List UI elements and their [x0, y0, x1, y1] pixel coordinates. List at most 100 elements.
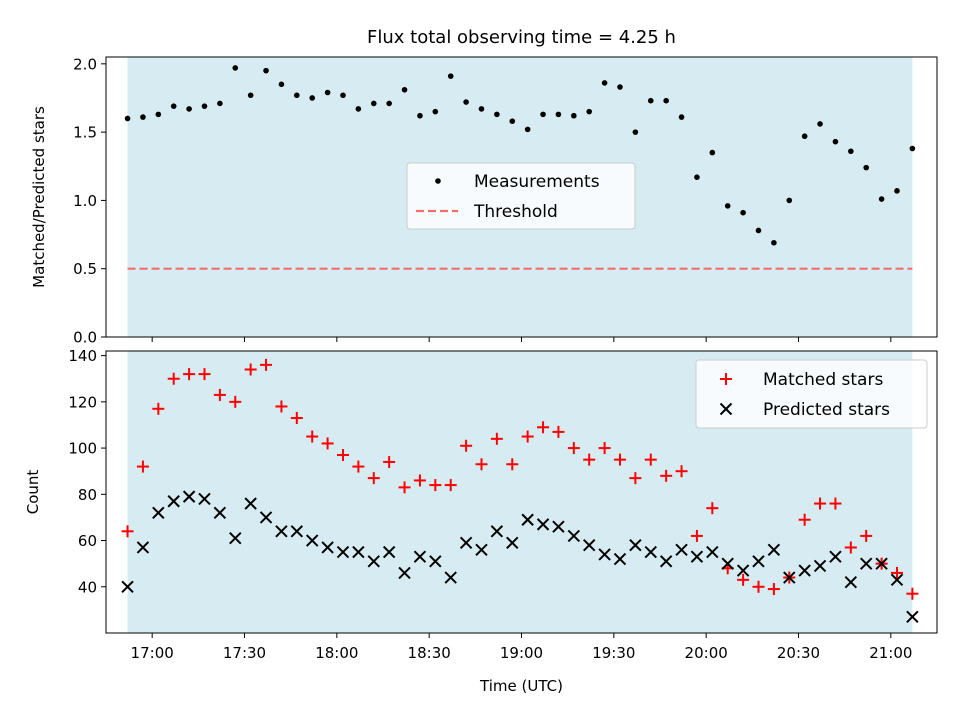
predicted-star-point	[506, 536, 519, 550]
predicted-star-point	[459, 536, 473, 550]
predicted-star-point	[229, 532, 242, 545]
measurement-point	[586, 108, 593, 115]
bottom-y-tick-label: 40	[78, 578, 97, 596]
matched-star-point	[321, 437, 334, 450]
measurement-point	[647, 97, 654, 104]
measurement-point	[340, 92, 346, 99]
predicted-star-point-b	[567, 529, 581, 543]
measurement-point	[417, 112, 423, 119]
measurement-point	[909, 145, 916, 152]
x-tick-label: 19:30	[592, 644, 635, 662]
predicted-star-point	[906, 610, 919, 624]
matched-star-point	[552, 425, 565, 438]
measurement-point	[309, 95, 316, 101]
ratio-panel: 0.0 0.5 1.0 1.5 2.0 Flux total observing tim…	[30, 27, 938, 347]
legend-matched-swatch	[720, 373, 732, 385]
predicted-star-point-b	[398, 566, 411, 580]
x-tick-label: 21:00	[869, 644, 912, 662]
matched-star-point	[629, 472, 642, 485]
matched-star-point	[660, 469, 673, 482]
matched-star-point	[567, 442, 580, 455]
matched-star-point	[260, 358, 273, 371]
top-x-ticks	[151, 337, 892, 342]
predicted-star-point-b	[306, 534, 319, 547]
measurement-point	[571, 112, 577, 119]
measurement-point	[432, 108, 439, 115]
predicted-star-point	[752, 555, 765, 568]
bottom-y-tick-label: 80	[78, 486, 97, 504]
top-y-tick-label: 1.0	[73, 192, 97, 210]
measurement-point	[832, 138, 839, 145]
predicted-star-point-b	[429, 555, 442, 568]
x-tick-label: 17:30	[223, 644, 266, 662]
matched-star-point	[890, 566, 903, 579]
measurement-point	[555, 111, 562, 118]
chart-title: Flux total observing time = 4.25 h	[367, 27, 676, 48]
measurement-point	[878, 196, 885, 202]
matched-star-point	[644, 453, 657, 466]
predicted-star-point	[552, 520, 565, 533]
x-tick-label: 19:00	[500, 644, 543, 662]
matched-star-point	[814, 497, 827, 510]
bottom-y-tick-label: 60	[78, 532, 97, 550]
legend-matched-label: Matched stars	[763, 370, 883, 390]
predicted-star-point	[444, 571, 457, 584]
top-y-tick-label: 0.0	[73, 329, 97, 347]
predicted-star-point-b	[152, 506, 165, 520]
predicted-star-point-b	[659, 555, 673, 568]
predicted-star-point	[121, 580, 134, 593]
predicted-star-point-b	[813, 559, 827, 573]
measurement-point	[848, 148, 854, 155]
predicted-star-point	[352, 545, 365, 559]
predicted-star-point-b	[536, 518, 550, 531]
x-tick-label: 20:30	[777, 644, 820, 662]
measurement-point	[617, 84, 623, 90]
top-y-tick-label: 1.5	[73, 124, 97, 142]
measurement-point	[170, 103, 177, 109]
bottom-legend-box	[695, 359, 928, 429]
predicted-star-point-b	[475, 543, 488, 556]
predicted-star-point-b	[721, 557, 734, 570]
matched-star-point	[306, 430, 319, 443]
matched-star-point	[475, 458, 488, 471]
bottom-y-tick-label: 120	[68, 393, 97, 411]
measurement-point	[678, 114, 685, 120]
measurement-point	[278, 81, 285, 88]
predicted-star-point-b	[598, 548, 611, 561]
matched-star-point	[613, 453, 626, 466]
predicted-star-point-b	[829, 550, 842, 563]
matched-star-point	[275, 400, 288, 413]
measurement-point	[509, 118, 516, 124]
predicted-star-point	[875, 557, 888, 570]
matched-star-point	[367, 472, 380, 485]
measurement-point	[447, 73, 454, 79]
matched-star-point	[352, 460, 365, 473]
predicted-star-point	[198, 492, 211, 506]
bottom-y-axis-label: Count	[24, 470, 42, 515]
bottom-legend: Matched stars Predicted stars	[695, 359, 928, 429]
matched-star-point	[767, 583, 780, 596]
predicted-star-point	[259, 511, 273, 524]
matched-star-point	[521, 430, 534, 443]
predicted-star-point-b	[229, 532, 242, 545]
x-tick-label: 20:00	[685, 644, 728, 662]
predicted-star-point-b	[890, 573, 904, 587]
predicted-star-point	[598, 548, 611, 561]
measurement-point	[540, 111, 546, 118]
predicted-star-point	[844, 575, 858, 589]
predicted-star-point-b	[875, 557, 888, 570]
predicted-star-point-b	[860, 557, 873, 570]
predicted-star-point	[721, 557, 734, 570]
predicted-star-point	[767, 543, 781, 556]
measurement-point	[694, 174, 700, 180]
predicted-star-point-b	[413, 550, 427, 563]
count-panel: 40 60 80 100 120 140 17:00 17:30 18:00 18:30 19:0…	[24, 347, 938, 695]
predicted-star-point-b	[521, 513, 534, 526]
bottom-y-tick-label: 140	[68, 347, 97, 365]
predicted-star-point-b	[752, 555, 765, 568]
predicted-star-point	[429, 555, 442, 568]
measurement-point	[524, 126, 531, 133]
measurement-point	[140, 114, 146, 120]
measurement-point	[740, 209, 746, 216]
measurement-point	[494, 111, 500, 118]
